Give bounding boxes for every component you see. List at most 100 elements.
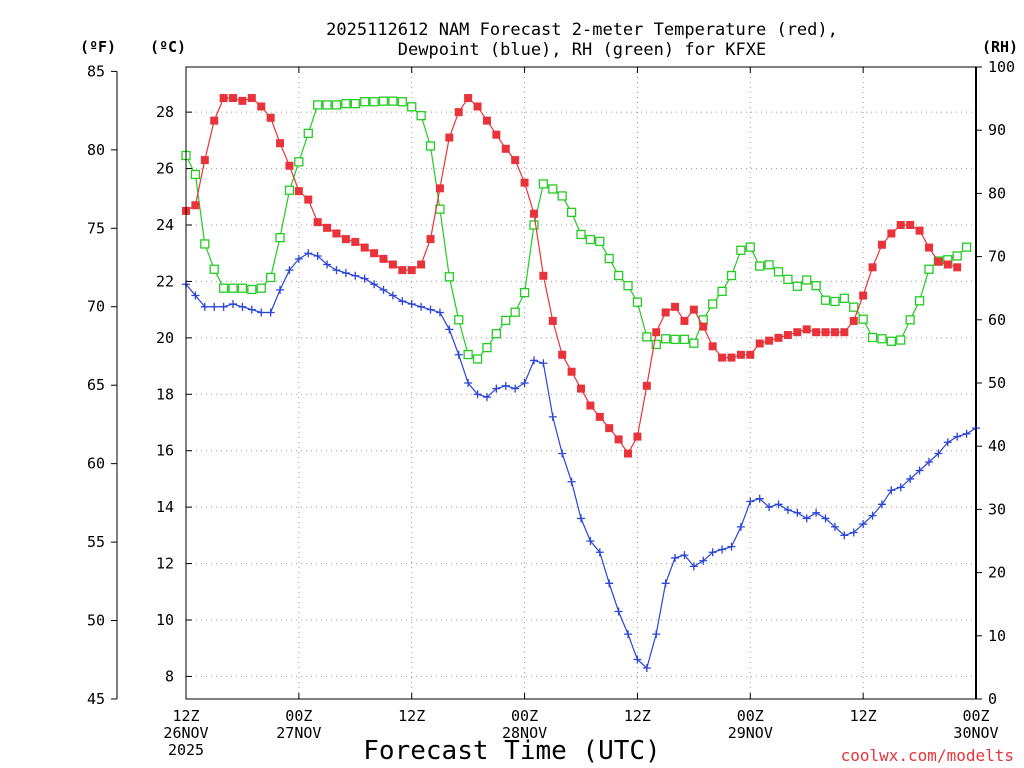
dewpoint-point [652,630,661,639]
dewpoint-point [276,285,285,294]
time-tick-label: 12Z [172,707,199,725]
rh-point [510,307,520,317]
time-tick-label: 00Z [285,707,312,725]
dewpoint-point [849,528,858,537]
temperature-point [953,263,962,272]
series-rh [181,96,972,364]
rh-point [256,283,266,293]
time-tick-label: 27NOV [276,724,321,742]
temperature-point [934,257,943,266]
dewpoint-point [219,302,228,311]
rh-point [275,232,285,243]
temperature-point [482,116,491,125]
dewpoint-point [313,252,322,261]
dewpoint-point [567,477,576,486]
time-tick-label: 2025 [168,741,204,759]
rh-point [313,100,323,110]
rh-point [548,184,558,194]
temperature-point [323,223,332,232]
dewpoint-point [934,449,943,458]
rh-point [538,179,549,189]
rh-point [501,315,511,326]
rh-point [604,253,614,264]
temperature-point [680,316,689,325]
rh-tick-label: 50 [988,374,1006,392]
dewpoint-point [247,305,256,314]
rh-point [689,338,699,348]
dewpoint-point [633,655,642,664]
dewpoint-point [454,350,463,359]
rh-point [228,283,238,293]
temperature-point [727,353,736,362]
celsius-unit-label: (ºC) [150,38,186,56]
temperature-point [624,449,633,458]
rh-point [858,314,868,324]
dewpoint-point [473,390,482,399]
temperature-point [924,243,933,252]
rh-point [670,334,680,345]
dewpoint-point [689,562,698,571]
rh-point [247,284,257,295]
dewpoint-point [548,412,557,421]
temperature-point [473,102,482,111]
rh-point [388,96,398,106]
temperature-point [783,331,792,340]
rh-point [378,96,389,106]
dewpoint-point [802,514,811,523]
temperature-point [915,226,924,235]
temperature-point [266,113,275,122]
temperature-point [830,328,839,337]
fahrenheit-tick-label: 60 [87,455,105,473]
fahrenheit-tick-label: 65 [87,376,105,394]
temperature-point [558,350,567,359]
dewpoint-point [642,663,651,672]
rh-point [369,97,379,107]
rh-point [265,272,276,283]
rh-point [463,349,473,360]
temperature-point [529,209,538,218]
rh-point [407,102,417,112]
rh-tick-label: 70 [988,248,1006,266]
dewpoint-point [257,308,266,317]
rh-point [764,260,774,270]
rh-point [416,111,426,121]
temperature-point [877,240,886,249]
rh-tick-label: 60 [988,311,1006,329]
dewpoint-point [840,531,849,540]
rh-point [284,185,295,195]
dewpoint-line [185,252,977,670]
temperature-point [229,94,238,103]
dewpoint-point [595,548,604,557]
dewpoint-point [718,545,727,554]
temperature-point [859,291,868,300]
temperature-point [736,350,745,359]
temperature-point [689,305,698,314]
temperature-point [868,263,877,272]
temperature-point [746,350,755,359]
rh-point [322,100,332,110]
celsius-tick-label: 24 [156,216,174,234]
celsius-tick-label: 20 [156,329,174,347]
dewpoint-point [727,542,736,551]
dewpoint-point [210,302,219,311]
rh-point [566,207,577,218]
temperature-point [501,144,510,153]
rh-point [820,295,831,305]
dewpoint-point [492,384,501,393]
dewpoint-point [821,514,830,523]
celsius-tick-label: 16 [156,442,174,460]
rh-point [331,100,342,110]
dewpoint-point [351,271,360,280]
temperature-point [276,139,285,148]
rh-point [303,128,313,139]
dewpoint-point [680,551,689,560]
temperature-point [313,218,322,227]
temperature-point [341,235,350,244]
time-tick-label: 29NOV [728,724,773,742]
temperature-point [294,187,303,196]
fahrenheit-tick-label: 55 [87,533,105,551]
fahrenheit-tick-label: 70 [87,298,105,316]
credit-text: coolwx.com/modelts [841,746,1014,765]
dewpoint-point [398,297,407,306]
